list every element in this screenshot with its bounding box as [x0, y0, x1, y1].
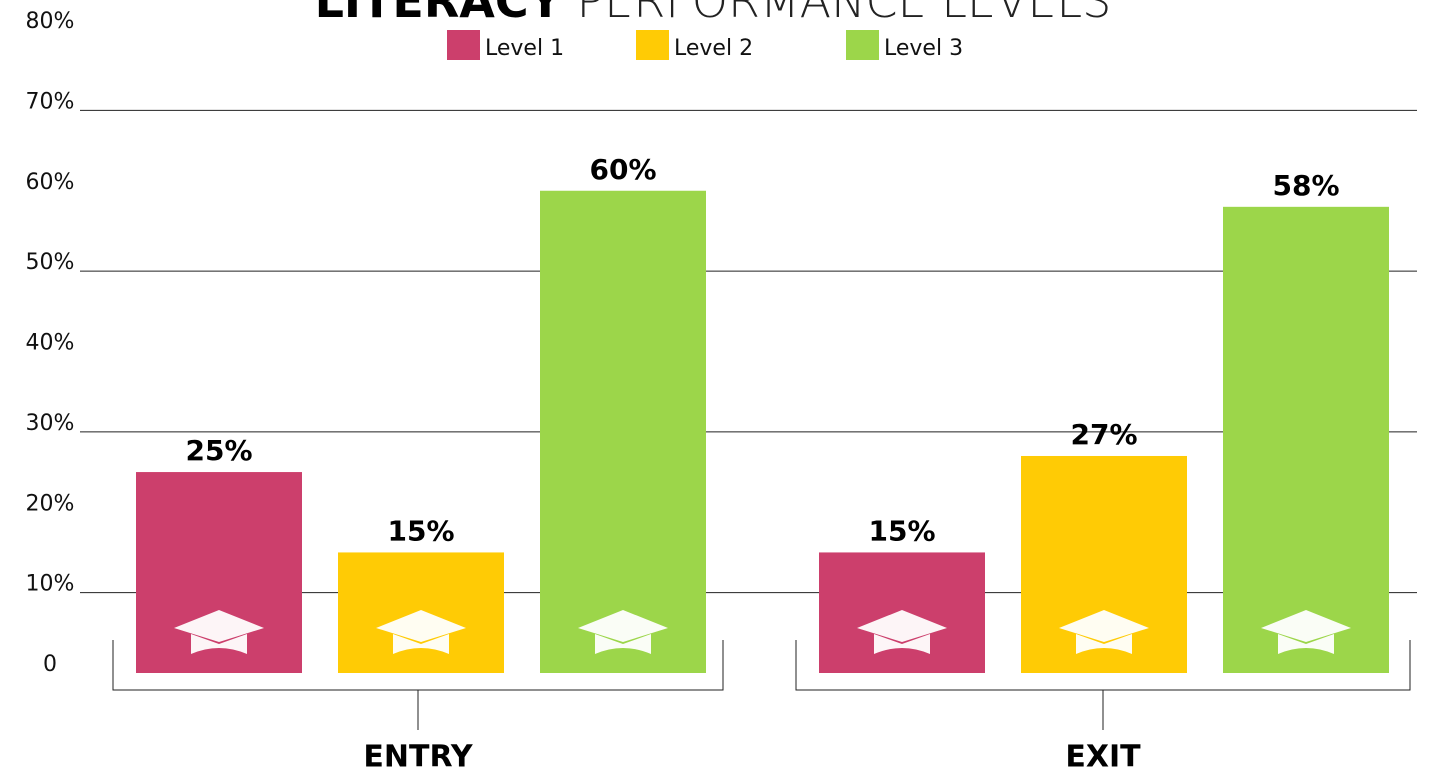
y-tick-label: 70%: [26, 89, 75, 114]
y-tick-label: 20%: [26, 491, 75, 516]
y-tick-label: 60%: [26, 170, 75, 195]
bar-icon: [1261, 610, 1351, 654]
value-label: 58%: [1272, 169, 1339, 202]
legend-swatch: [447, 30, 480, 60]
y-tick-label: 0: [43, 652, 57, 677]
legend-label: Level 3: [884, 36, 963, 61]
title-light: PERFORMANCE LEVELS: [577, 0, 1112, 28]
y-tick-label: 40%: [26, 331, 75, 356]
title-bold: LITERACY: [315, 0, 563, 28]
y-tick-label: 80%: [26, 9, 75, 34]
bar: [136, 472, 302, 673]
value-label: 27%: [1070, 418, 1137, 451]
group-bracket: [795, 640, 1411, 730]
bar-icon: [174, 610, 264, 654]
legend-swatch: [846, 30, 879, 60]
bar-icon: [578, 610, 668, 654]
value-label: 15%: [868, 514, 935, 547]
bar: [1223, 206, 1389, 673]
bar-icon: [376, 610, 466, 654]
x-tick-label: EXIT: [1065, 740, 1141, 775]
value-label: 15%: [387, 514, 454, 547]
value-label: 25%: [185, 434, 252, 467]
y-tick-label: 10%: [26, 572, 75, 597]
group-bracket: [112, 640, 724, 730]
value-label: 60%: [589, 153, 656, 186]
x-tick-label: ENTRY: [363, 740, 474, 775]
chart-title: LITERACY PERFORMANCE LEVELS: [315, 0, 1112, 28]
y-tick-label: 50%: [26, 250, 75, 275]
legend-label: Level 1: [485, 36, 564, 61]
y-tick-label: 30%: [26, 411, 75, 436]
bar-icon: [1059, 610, 1149, 654]
legend-swatch: [636, 30, 669, 60]
bar: [540, 190, 706, 673]
legend-label: Level 2: [674, 36, 753, 61]
bar-icon: [857, 610, 947, 654]
